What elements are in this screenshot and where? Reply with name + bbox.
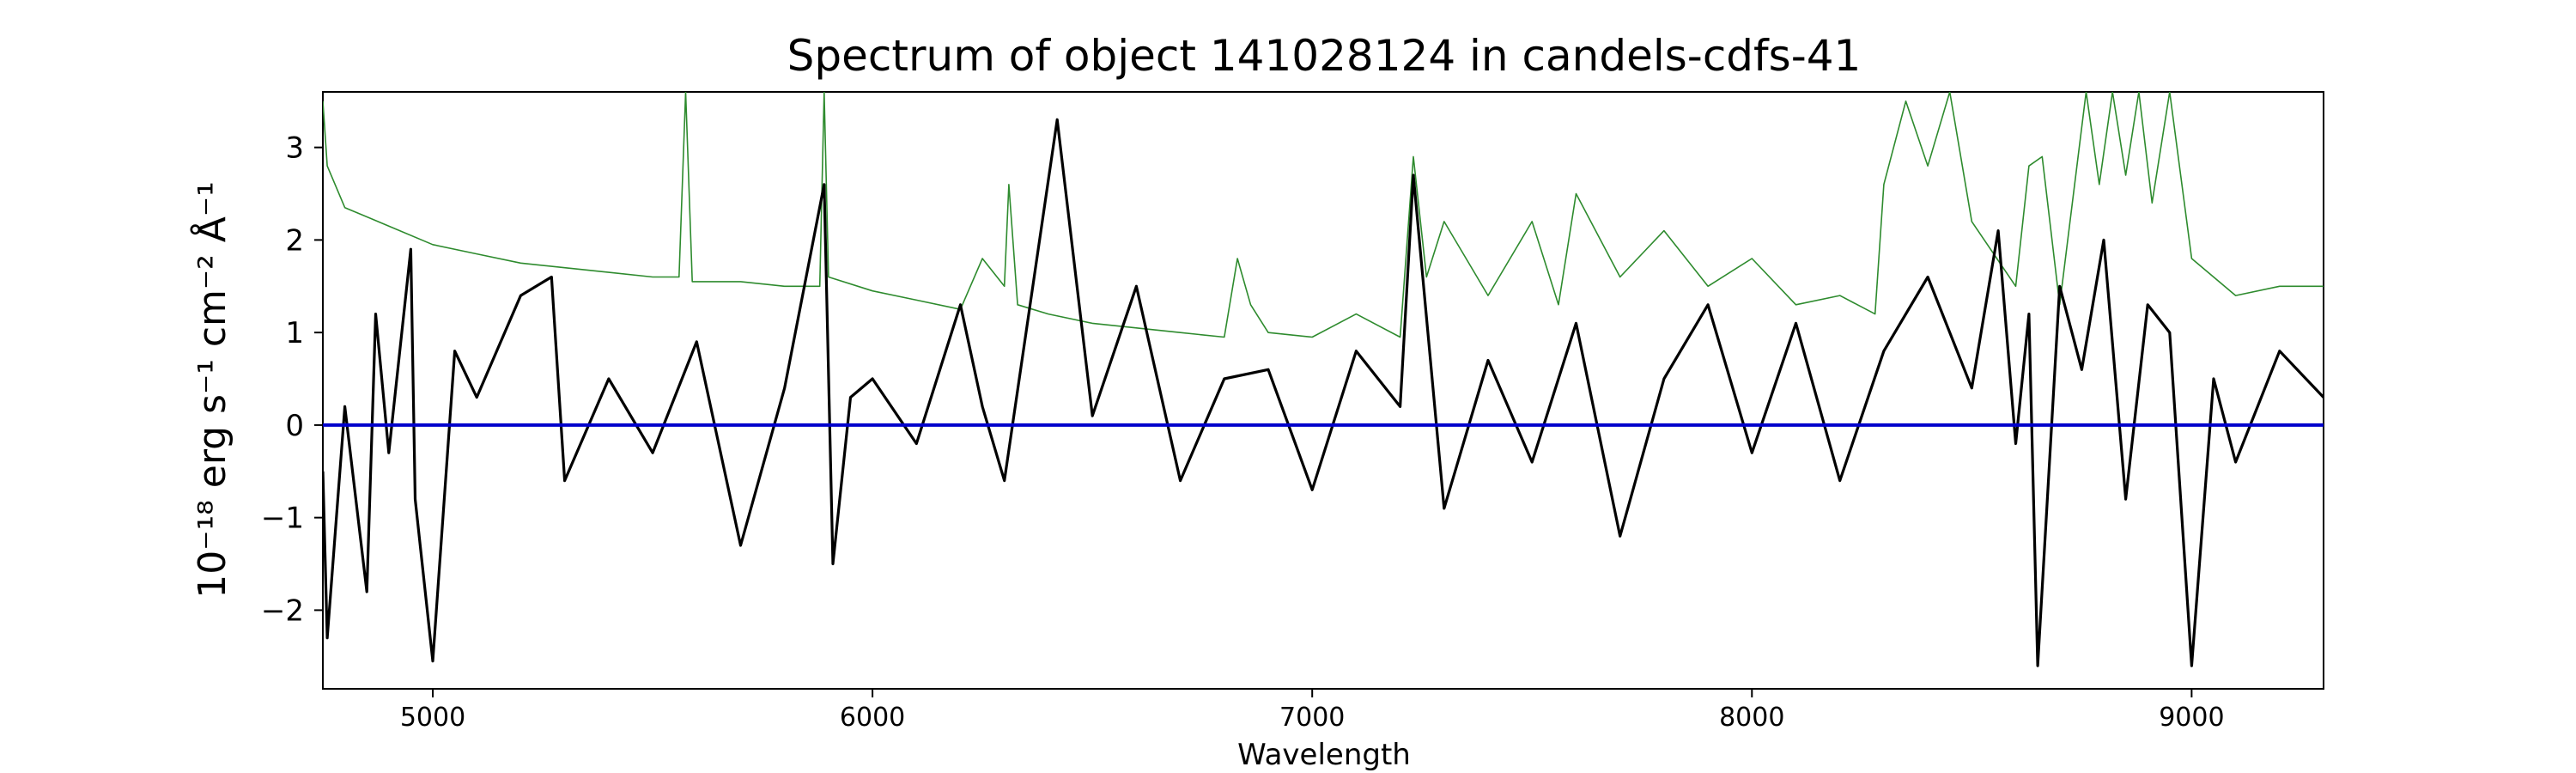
y-axis-label: 10⁻¹⁸ erg s⁻¹ cm⁻² Å⁻¹ xyxy=(189,181,234,598)
x-axis-label: Wavelength xyxy=(1237,738,1411,772)
x-axis: 5000 6000 7000 8000 9000 xyxy=(400,689,2225,733)
x-tick-label: 8000 xyxy=(1719,703,1784,733)
y-tick-label: −1 xyxy=(261,502,304,536)
chart-title: Spectrum of object 141028124 in candels-… xyxy=(787,31,1862,81)
x-tick-label: 7000 xyxy=(1279,703,1345,733)
y-axis: −2 −1 0 1 2 3 xyxy=(261,131,323,628)
plot-area xyxy=(322,91,2324,690)
y-tick-label: −2 xyxy=(261,593,304,628)
series-lines xyxy=(323,92,2324,667)
series-line-noise xyxy=(323,92,2324,338)
series-line-flux xyxy=(323,118,2324,667)
y-tick-label: 0 xyxy=(285,409,304,443)
x-tick-label: 5000 xyxy=(400,703,465,733)
x-tick-label: 6000 xyxy=(840,703,905,733)
y-tick-label: 1 xyxy=(285,316,304,350)
y-tick-label: 3 xyxy=(285,131,304,166)
plot-frame xyxy=(322,91,2324,690)
y-tick-label: 2 xyxy=(285,223,304,258)
x-tick-label: 9000 xyxy=(2159,703,2224,733)
